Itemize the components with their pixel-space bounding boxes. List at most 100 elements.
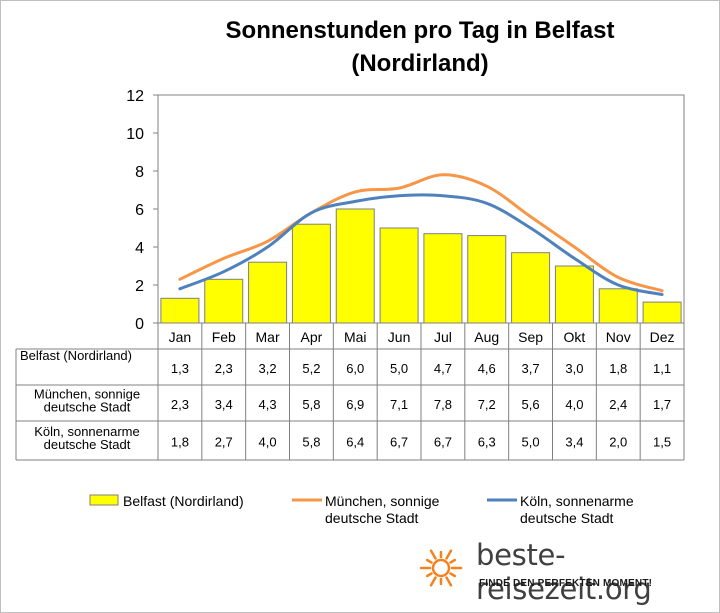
table-cell: 4,6: [478, 361, 496, 376]
chart-title-line-1: Sonnenstunden pro Tag in Belfast: [225, 17, 615, 44]
x-tick-label: Jun: [388, 329, 411, 345]
x-tick-label: Jan: [169, 329, 192, 345]
y-tick-label: 2: [135, 278, 144, 295]
table-cell: 2,4: [609, 397, 627, 412]
table-cell: 1,7: [653, 397, 671, 412]
table-cell: 4,7: [434, 361, 452, 376]
table-cell: 6,0: [346, 361, 364, 376]
sun-ray: [429, 576, 437, 587]
table-cell: 6,4: [346, 435, 364, 450]
table-cell: 5,2: [302, 361, 320, 376]
table-cell: 3,2: [259, 361, 277, 376]
table-row-label: München, sonnige: [34, 387, 140, 402]
legend-label: Köln, sonnenarme: [520, 493, 634, 509]
y-tick-label: 12: [126, 88, 144, 105]
plot-border: [157, 94, 685, 324]
chart-title-line-2: (Nordirland): [351, 50, 489, 77]
y-tick-label: 6: [135, 202, 144, 219]
legend-label: Belfast (Nordirland): [123, 493, 244, 509]
bar-dez: [642, 301, 682, 324]
bar-apr: [291, 223, 331, 324]
table-cell: 6,3: [478, 435, 496, 450]
table-cell: 5,6: [522, 397, 540, 412]
table-cell: 1,1: [653, 361, 671, 376]
table-cell: 4,0: [565, 397, 583, 412]
table-cell: 1,5: [653, 435, 671, 450]
x-tick-label: Dez: [650, 329, 675, 345]
table-row-label: deutsche Stadt: [44, 400, 131, 415]
sun-ray: [425, 558, 433, 564]
bar-mai: [335, 208, 375, 324]
table-cell: 1,3: [171, 361, 189, 376]
table-cell: 2,3: [171, 397, 189, 412]
table-cell: 1,8: [171, 435, 189, 450]
x-tick-label: Mar: [256, 329, 280, 345]
table-cell: 5,0: [390, 361, 408, 376]
x-tick-label: Nov: [606, 329, 631, 345]
x-tick-label: Sep: [518, 329, 543, 345]
table-cell: 7,8: [434, 397, 452, 412]
y-tick-label: 0: [135, 316, 144, 333]
table-cell: 2,7: [215, 435, 233, 450]
bar-sep: [511, 252, 551, 324]
legend-key-bar: [89, 494, 119, 506]
table-row-label: deutsche Stadt: [44, 437, 131, 452]
x-tick-label: Okt: [564, 329, 586, 345]
chart-title: Sonnenstunden pro Tag in Belfast (Nordir…: [120, 14, 720, 80]
x-tick-label: Jul: [434, 329, 452, 345]
table-cell: 4,3: [259, 397, 277, 412]
table-cell: 2,3: [215, 361, 233, 376]
y-tick-label: 10: [126, 126, 144, 143]
legend: Belfast (Nordirland) München, sonnigedeut…: [89, 493, 634, 526]
x-tick-label: Apr: [301, 329, 323, 345]
sun-logo-icon: [419, 549, 463, 587]
bar-jul: [423, 233, 463, 324]
table-cell: 5,8: [302, 397, 320, 412]
site-name: beste-reisezeit.org: [476, 538, 652, 606]
bar-jun: [379, 227, 419, 324]
table-cell: 3,4: [565, 435, 583, 450]
y-tick-label: 4: [135, 240, 144, 257]
table-cell: 6,7: [390, 435, 408, 450]
y-tick-label: 8: [135, 164, 144, 181]
table-row-label: Belfast (Nordirland): [20, 348, 132, 363]
bar-aug: [467, 235, 507, 324]
data-table: Jan Feb Mar Apr Mai Jun Jul Aug Sep Okt Nov Dez Belf…: [15, 323, 685, 461]
sun-core: [431, 558, 451, 578]
sun-ray: [449, 558, 457, 564]
legend-label: München, sonnige: [325, 493, 440, 509]
table-cell: 5,8: [302, 435, 320, 450]
x-tick-label: Aug: [474, 329, 499, 345]
legend-label: deutsche Stadt: [325, 510, 419, 526]
bar-okt: [554, 265, 594, 324]
table-cell: 6,9: [346, 397, 364, 412]
table-cell: 7,2: [478, 397, 496, 412]
line-series-1: [178, 193, 664, 296]
table-cell: 3,4: [215, 397, 233, 412]
table-row-label: Köln, sonnenarme: [34, 424, 140, 439]
sun-ray: [449, 572, 457, 578]
table-cell: 6,7: [434, 435, 452, 450]
table-cell: 5,0: [522, 435, 540, 450]
sun-ray: [445, 549, 453, 560]
bar-feb: [204, 278, 244, 324]
x-tick-label: Feb: [212, 329, 236, 345]
x-tick-label: Mai: [344, 329, 367, 345]
table-cell: 1,8: [609, 361, 627, 376]
line-series-0: [178, 173, 664, 293]
bar-mar: [248, 261, 288, 324]
table-cell: 3,0: [565, 361, 583, 376]
table-cell: 7,1: [390, 397, 408, 412]
site-tagline: FINDE DEN PERFEKTEN MOMENT!: [479, 578, 653, 589]
sun-ray: [445, 576, 453, 587]
bar-jan: [160, 297, 200, 324]
sun-ray: [425, 572, 433, 578]
table-cell: 4,0: [259, 435, 277, 450]
plot-area: 0 2 4 6 8 10 12: [126, 88, 685, 333]
bar-nov: [598, 288, 638, 324]
sun-ray: [429, 549, 437, 560]
table-cell: 3,7: [522, 361, 540, 376]
legend-label: deutsche Stadt: [520, 510, 614, 526]
table-cell: 2,0: [609, 435, 627, 450]
